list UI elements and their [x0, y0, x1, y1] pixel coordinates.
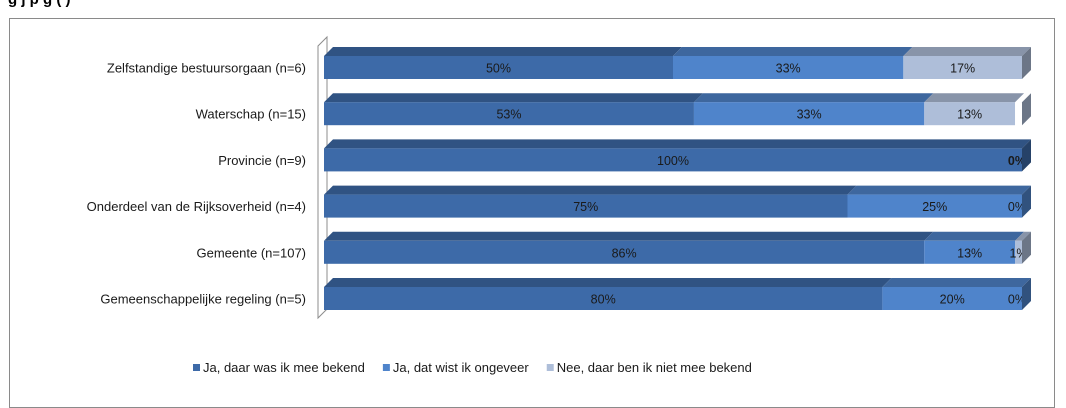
data-label: 33% [776, 62, 801, 76]
stacked-bar-chart: Zelfstandige bestuursorgaan (n=6) 50% 33% 1… [87, 35, 1031, 375]
data-label: 86% [612, 246, 637, 260]
bar-segment [903, 56, 1022, 79]
bar-top [324, 231, 934, 241]
bar-segment [324, 287, 883, 310]
data-label: 0% [1008, 154, 1026, 168]
bar-top [903, 47, 1031, 56]
data-label: 25% [922, 200, 947, 214]
bar-top [673, 47, 913, 56]
data-label: 100% [657, 154, 689, 168]
bar-top [924, 93, 1025, 103]
category-label: Zelfstandige bestuursorgaan (n=6) [107, 61, 306, 76]
bar-top [324, 185, 857, 195]
category-label: Gemeente (n=107) [197, 245, 306, 260]
bar-segment [324, 102, 694, 126]
data-label: 13% [957, 246, 982, 260]
bar-top [924, 231, 1025, 241]
data-label: 0% [1008, 200, 1026, 214]
bar-segment [324, 240, 925, 264]
data-label: 75% [573, 200, 598, 214]
data-label: 17% [950, 62, 975, 76]
bar-top [847, 185, 1031, 195]
category-label: Provincie (n=9) [218, 153, 306, 168]
category-label: Gemeenschappelijke regeling (n=5) [100, 292, 306, 307]
bar-side [1022, 47, 1031, 79]
legend-label: Ja, dat wist ik ongeveer [393, 360, 530, 375]
bar-side [1022, 185, 1031, 218]
bar-segment [673, 56, 904, 79]
legend-swatch [546, 364, 554, 371]
bar-segment [324, 194, 848, 218]
bar-side [1022, 93, 1031, 126]
bar-side [1022, 139, 1031, 172]
data-label: 33% [797, 108, 822, 122]
chart-caption: g j p g ( ) [8, 0, 70, 8]
bar-segment [1015, 240, 1022, 264]
data-label: 53% [496, 108, 521, 122]
bar-segment [324, 148, 1022, 172]
bar-segment [924, 102, 1016, 126]
bar-segment [924, 240, 1016, 264]
bar-segment [324, 56, 673, 79]
data-label: 50% [486, 62, 511, 76]
bar-side [1022, 278, 1031, 310]
category-label: Waterschap (n=15) [196, 107, 306, 122]
legend-swatch [382, 364, 390, 371]
bar-segment [882, 287, 1022, 310]
bar-top [882, 278, 1031, 287]
data-label: 13% [957, 108, 982, 122]
bar-segment [693, 102, 925, 126]
bar-top [324, 47, 682, 56]
legend-label: Ja, daar was ik mee bekend [203, 360, 365, 375]
bar-top [693, 93, 934, 103]
bar-side [1022, 231, 1031, 264]
bar-top [324, 278, 892, 287]
category-label: Onderdeel van de Rijksoverheid (n=4) [87, 199, 306, 214]
bar-top [324, 139, 1031, 149]
data-label: 20% [940, 293, 965, 307]
bar-segment [847, 194, 1022, 218]
legend-label: Nee, daar ben ik niet mee bekend [557, 360, 752, 375]
legend-swatch [193, 364, 200, 371]
bar-top [1015, 231, 1031, 241]
axis-wall [317, 35, 328, 320]
bar-top [324, 93, 703, 103]
data-label: 80% [591, 293, 616, 307]
data-label: 0% [1008, 293, 1026, 307]
